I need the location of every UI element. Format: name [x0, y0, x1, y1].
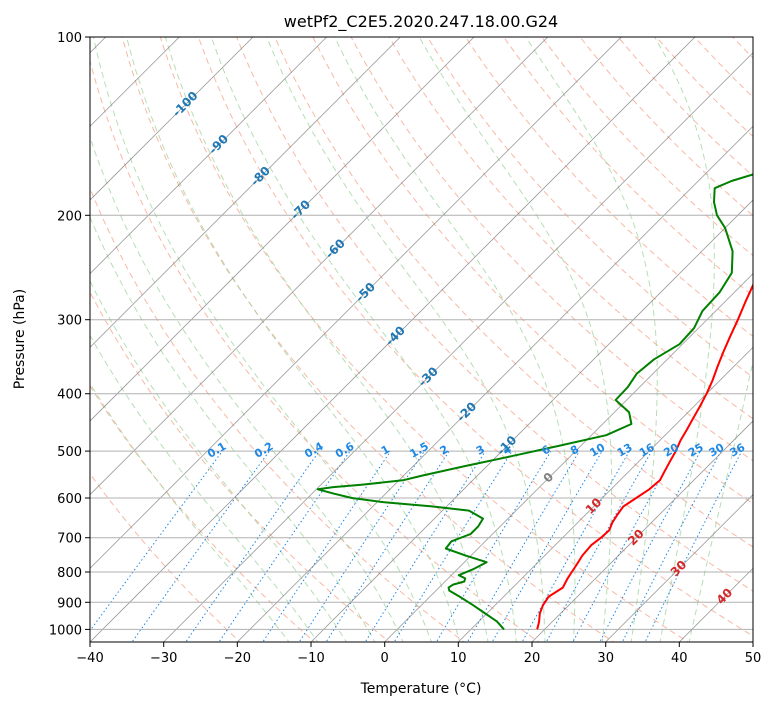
isotherm-line [90, 37, 622, 569]
plot-area: 0.1 0.2 0.4 0.6 1 1.5 2 3 4 6 8 10 13 16 20 25 30 36-100-… [90, 37, 753, 642]
y-tick-label: 400 [57, 388, 82, 403]
isotherm-line [236, 125, 753, 642]
x-axis-ticks: −40 −30 −20 −10 0 10 20 30 40 50 [76, 642, 761, 666]
y-tick-label: 100 [57, 31, 82, 46]
mixing-ratio-line [621, 450, 722, 642]
dry-adiabat-line [90, 187, 465, 642]
dry-adiabats [90, 37, 753, 642]
isotherm-line [310, 199, 753, 642]
mixing-ratio-line [131, 450, 270, 642]
dry-adiabat-line [90, 59, 540, 642]
isotherm-line [384, 273, 753, 642]
mixing-ratio-lines [90, 450, 743, 642]
dry-adiabat-line [617, 37, 753, 177]
mixing-ratio-line [466, 450, 580, 642]
dry-adiabat-line [503, 37, 753, 297]
isotherm-line [531, 420, 753, 642]
mixing-ratio-line [298, 450, 425, 642]
dewpoint-profile-line [316, 173, 753, 631]
x-tick-label: 50 [745, 651, 762, 666]
mixing-ratio-line [325, 450, 450, 642]
x-tick-label: 0 [381, 651, 389, 666]
isotherm-line [90, 37, 254, 201]
dry-adiabat-line [274, 37, 753, 548]
mixing-ratio-line [185, 450, 320, 642]
dry-adiabat-line [236, 37, 753, 592]
y-axis-label: Pressure (hPa) [12, 289, 28, 389]
isotherm-line [163, 52, 753, 642]
x-axis-label: Temperature (°C) [360, 681, 482, 697]
x-tick-label: 30 [597, 651, 614, 666]
x-tick-label: −30 [150, 651, 177, 666]
isotherm-line [90, 37, 328, 275]
dry-adiabat-line [159, 37, 690, 642]
temperature-profile-line [536, 282, 753, 630]
x-tick-label: 20 [524, 651, 541, 666]
dry-adiabat-line [388, 37, 753, 420]
dry-adiabat-line [312, 37, 753, 505]
plot-frame [89, 36, 754, 643]
y-tick-label: 500 [57, 445, 82, 460]
mixing-ratio-line [364, 450, 486, 642]
dry-adiabat-line [465, 37, 753, 337]
y-axis-ticks: 100 200 300 400 500 600 700 800 900 1000 [49, 31, 90, 638]
y-tick-label: 300 [57, 314, 82, 329]
dry-adiabat-line [121, 37, 615, 642]
isotherm-line [90, 37, 549, 496]
isotherm-line [90, 37, 696, 642]
dry-adiabat-line [655, 37, 753, 138]
chart-title: wetPf2_C2E5.2020.247.18.00.G24 [284, 12, 558, 32]
moist-adiabat-line [90, 215, 376, 642]
mixing-ratio-line [262, 450, 392, 642]
y-tick-label: 1000 [49, 623, 82, 638]
x-tick-label: −40 [76, 651, 103, 666]
mixing-ratio-line [90, 450, 223, 632]
mixing-ratio-line [218, 450, 351, 642]
mixing-ratio-line [599, 450, 701, 642]
pressure-gridlines [90, 37, 753, 630]
x-tick-label: 10 [450, 651, 467, 666]
y-tick-label: 600 [57, 492, 82, 507]
isotherm-line [457, 346, 753, 642]
x-tick-label: 40 [671, 651, 688, 666]
y-tick-label: 200 [57, 209, 82, 224]
mixing-ratio-line [393, 450, 513, 642]
dry-adiabat-line [90, 291, 391, 642]
y-tick-label: 700 [57, 532, 82, 547]
mixing-ratio-line [572, 450, 677, 642]
profile-series [316, 173, 753, 631]
x-tick-label: −10 [297, 651, 324, 666]
dry-adiabat-line [90, 472, 241, 642]
isotherm-line [90, 37, 401, 348]
isotherms [90, 37, 753, 642]
isotherm-line [90, 37, 475, 422]
x-tick-label: −20 [224, 651, 251, 666]
dry-adiabat-line [426, 37, 753, 379]
isotherm-line [605, 494, 753, 642]
y-tick-label: 900 [57, 596, 82, 611]
y-tick-label: 800 [57, 566, 82, 581]
